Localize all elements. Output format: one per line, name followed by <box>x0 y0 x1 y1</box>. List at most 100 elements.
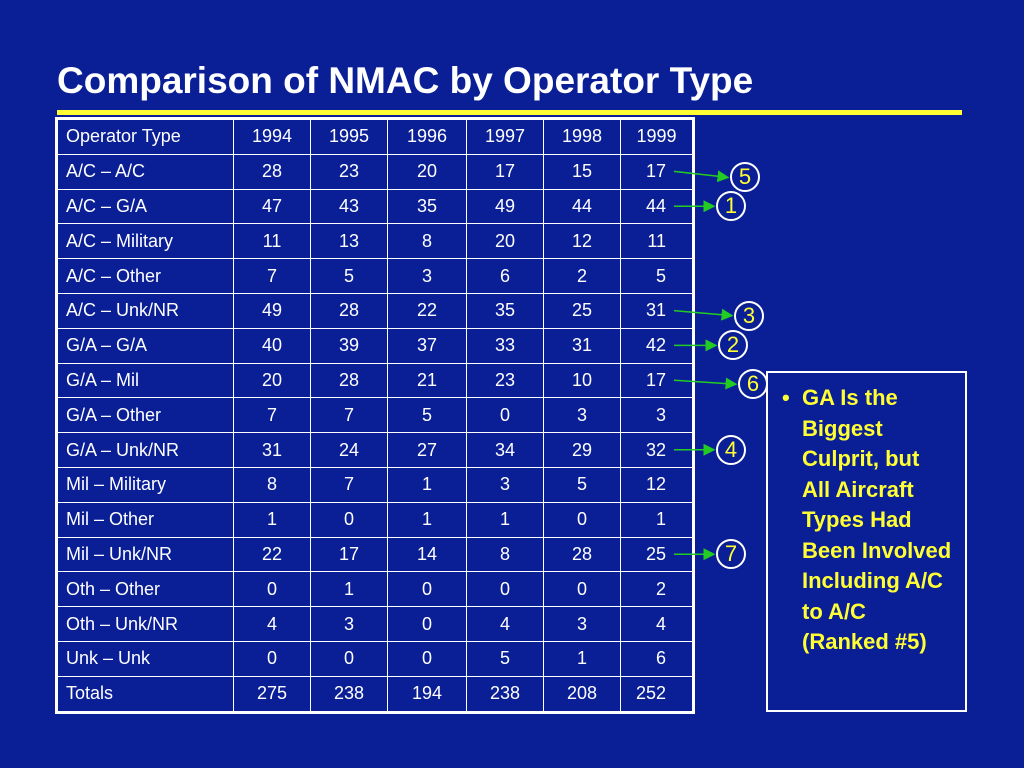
table-row: G/A – Other 7 7 5 0 3 3 <box>57 397 693 434</box>
operator-type-cell: Oth – Unk/NR <box>57 606 234 642</box>
rank-arrow <box>673 377 738 390</box>
count-cell: 7 <box>233 397 311 434</box>
count-cell: 14 <box>387 536 467 573</box>
count-cell: 31 <box>620 292 693 329</box>
count-cell: 44 <box>620 188 693 225</box>
header-1997: 1997 <box>466 119 544 155</box>
table-row: Unk – Unk 0 0 0 5 1 6 <box>57 640 693 677</box>
operator-type-cell: Unk – Unk <box>57 640 234 677</box>
count-cell: 12 <box>543 223 621 260</box>
operator-type-cell: Mil – Unk/NR <box>57 536 234 573</box>
rank-badge: 6 <box>738 369 768 400</box>
callout-box: • GA Is the Biggest Culprit, but All Air… <box>766 371 967 712</box>
count-cell: 47 <box>233 188 311 225</box>
operator-type-cell: Totals <box>57 675 234 712</box>
count-cell: 275 <box>233 675 311 712</box>
table-row: G/A – G/A 40 39 37 33 31 42 <box>57 327 693 364</box>
table-row: Mil – Military 8 7 1 3 5 12 <box>57 466 693 503</box>
count-cell: 0 <box>543 501 621 538</box>
count-cell: 28 <box>310 292 388 329</box>
operator-type-cell: Oth – Other <box>57 571 234 608</box>
operator-type-cell: G/A – G/A <box>57 327 234 364</box>
bullet-icon: • <box>782 385 790 410</box>
count-cell: 11 <box>620 223 693 260</box>
header-1999: 1999 <box>620 119 693 155</box>
count-cell: 5 <box>310 258 388 294</box>
rank-badge: 1 <box>716 191 746 222</box>
table-row: A/C – Unk/NR 49 28 22 35 25 31 <box>57 292 693 329</box>
count-cell: 1 <box>466 501 544 538</box>
count-cell: 5 <box>543 466 621 503</box>
count-cell: 0 <box>466 397 544 434</box>
operator-type-cell: G/A – Unk/NR <box>57 432 234 468</box>
rank-badge: 5 <box>730 162 760 193</box>
count-cell: 28 <box>310 362 388 399</box>
count-cell: 31 <box>233 432 311 468</box>
count-cell: 5 <box>620 258 693 294</box>
header-1995: 1995 <box>310 119 388 155</box>
count-cell: 208 <box>543 675 621 712</box>
nmac-table: Operator Type 1994 1995 1996 1997 1998 1… <box>55 117 695 714</box>
count-cell: 37 <box>387 327 467 364</box>
count-cell: 3 <box>466 466 544 503</box>
count-cell: 11 <box>233 223 311 260</box>
count-cell: 1 <box>620 501 693 538</box>
operator-type-cell: A/C – G/A <box>57 188 234 225</box>
table-row: G/A – Mil 20 28 21 23 10 17 <box>57 362 693 399</box>
table-row: A/C – G/A 47 43 35 49 44 44 <box>57 188 693 225</box>
operator-type-cell: A/C – Other <box>57 258 234 294</box>
table-row: G/A – Unk/NR 31 24 27 34 29 32 <box>57 432 693 468</box>
header-1998: 1998 <box>543 119 621 155</box>
count-cell: 4 <box>620 606 693 642</box>
rank-badge: 3 <box>734 300 764 331</box>
header-operator-type: Operator Type <box>57 119 234 155</box>
table-row: A/C – A/C 28 23 20 17 15 17 <box>57 153 693 190</box>
operator-type-cell: A/C – Unk/NR <box>57 292 234 329</box>
table-header-row: Operator Type 1994 1995 1996 1997 1998 1… <box>57 119 693 155</box>
totals-row: Totals 275 238 194 238 208 252 <box>57 675 693 712</box>
count-cell: 1 <box>387 466 467 503</box>
count-cell: 23 <box>310 153 388 190</box>
count-cell: 0 <box>310 640 388 677</box>
count-cell: 33 <box>466 327 544 364</box>
count-cell: 8 <box>233 466 311 503</box>
count-cell: 40 <box>233 327 311 364</box>
count-cell: 20 <box>233 362 311 399</box>
count-cell: 13 <box>310 223 388 260</box>
count-cell: 23 <box>466 362 544 399</box>
count-cell: 21 <box>387 362 467 399</box>
rank-badge: 4 <box>716 434 746 465</box>
count-cell: 22 <box>233 536 311 573</box>
count-cell: 31 <box>543 327 621 364</box>
count-cell: 10 <box>543 362 621 399</box>
operator-type-cell: A/C – A/C <box>57 153 234 190</box>
count-cell: 43 <box>310 188 388 225</box>
count-cell: 3 <box>543 397 621 434</box>
count-cell: 22 <box>387 292 467 329</box>
table-row: A/C – Military 11 13 8 20 12 11 <box>57 223 693 260</box>
count-cell: 238 <box>466 675 544 712</box>
count-cell: 0 <box>543 571 621 608</box>
operator-type-cell: Mil – Military <box>57 466 234 503</box>
count-cell: 35 <box>466 292 544 329</box>
table-row: Mil – Other 1 0 1 1 0 1 <box>57 501 693 538</box>
count-cell: 2 <box>543 258 621 294</box>
rank-arrow <box>673 170 730 183</box>
table-row: A/C – Other 7 5 3 6 2 5 <box>57 258 693 294</box>
count-cell: 34 <box>466 432 544 468</box>
count-cell: 24 <box>310 432 388 468</box>
operator-type-cell: G/A – Mil <box>57 362 234 399</box>
callout-text: GA Is the Biggest Culprit, but All Aircr… <box>802 385 952 654</box>
slide-title: Comparison of NMAC by Operator Type <box>57 60 754 101</box>
count-cell: 6 <box>620 640 693 677</box>
table-row: Mil – Unk/NR 22 17 14 8 28 25 <box>57 536 693 573</box>
count-cell: 7 <box>310 397 388 434</box>
rank-arrow <box>673 308 734 321</box>
count-cell: 27 <box>387 432 467 468</box>
count-cell: 35 <box>387 188 467 225</box>
count-cell: 252 <box>620 675 693 712</box>
count-cell: 44 <box>543 188 621 225</box>
count-cell: 15 <box>543 153 621 190</box>
count-cell: 194 <box>387 675 467 712</box>
